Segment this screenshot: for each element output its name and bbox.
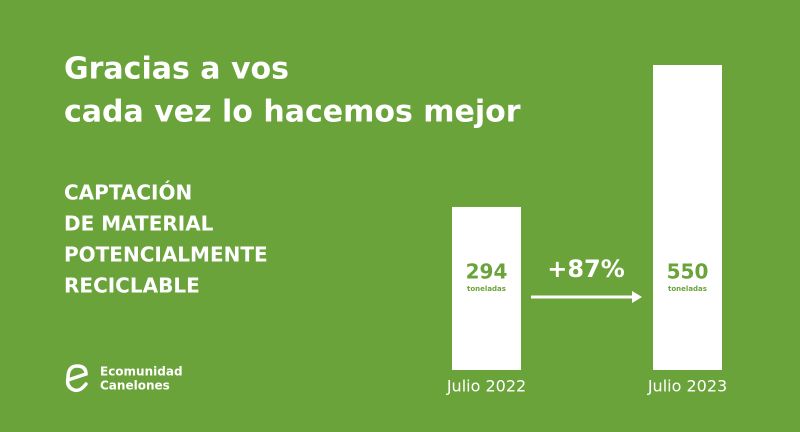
- annotation: +87%: [547, 255, 625, 283]
- brand-name: Ecomunidad: [100, 365, 183, 379]
- bar: [452, 206, 521, 370]
- chart-title: cada vez lo hacemos mejor: [64, 95, 521, 130]
- unit-label: toneladas: [467, 285, 506, 293]
- subtitle: DE MATERIAL: [64, 212, 214, 236]
- value-label: 550: [667, 260, 709, 284]
- arrow-head: [632, 291, 642, 303]
- subtitle: RECICLABLE: [64, 274, 200, 298]
- value-label: 294: [466, 260, 508, 284]
- x-tick-label: Julio 2022: [446, 377, 526, 396]
- bar: [653, 65, 722, 370]
- logo-icon: [65, 364, 88, 393]
- subtitle: CAPTACIÓN: [64, 181, 192, 205]
- subtitle: POTENCIALMENTE: [64, 243, 268, 267]
- unit-label: toneladas: [668, 285, 707, 293]
- chart-title: Gracias a vos: [64, 52, 289, 87]
- x-tick-label: Julio 2023: [647, 377, 727, 396]
- brand-name: Canelones: [100, 379, 170, 393]
